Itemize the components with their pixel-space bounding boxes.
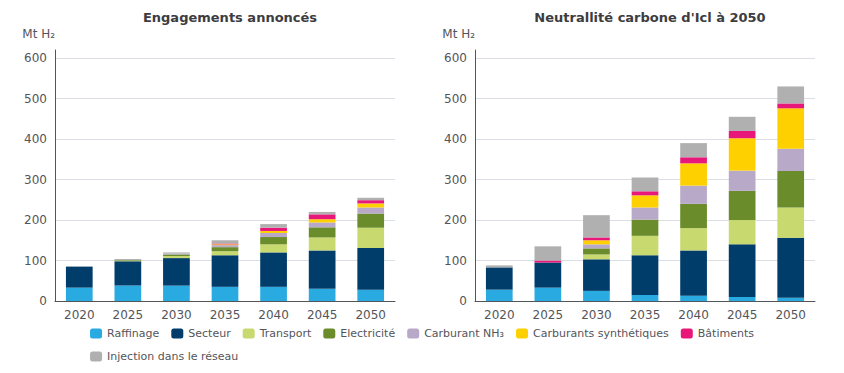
svg-text:Carburants synthétiques: Carburants synthétiques bbox=[533, 327, 669, 340]
svg-text:100: 100 bbox=[444, 254, 467, 268]
svg-text:2025: 2025 bbox=[533, 308, 564, 322]
svg-text:2030: 2030 bbox=[581, 308, 612, 322]
svg-text:600: 600 bbox=[24, 51, 47, 65]
svg-text:400: 400 bbox=[24, 132, 47, 146]
svg-text:Bâtiments: Bâtiments bbox=[698, 327, 754, 340]
svg-text:Injection dans le réseau: Injection dans le réseau bbox=[107, 350, 238, 363]
svg-text:600: 600 bbox=[444, 51, 467, 65]
svg-text:Neutrallité carbone d'Icl à 20: Neutrallité carbone d'Icl à 2050 bbox=[534, 10, 765, 25]
svg-text:100: 100 bbox=[24, 254, 47, 268]
svg-text:2020: 2020 bbox=[64, 308, 95, 322]
svg-text:Transport: Transport bbox=[259, 327, 312, 340]
svg-text:2045: 2045 bbox=[307, 308, 338, 322]
svg-text:Secteur: Secteur bbox=[188, 327, 231, 340]
svg-text:Carburant NH₃: Carburant NH₃ bbox=[424, 327, 504, 340]
svg-text:2030: 2030 bbox=[161, 308, 192, 322]
svg-text:2050: 2050 bbox=[355, 308, 386, 322]
svg-text:300: 300 bbox=[444, 173, 467, 187]
svg-text:2045: 2045 bbox=[727, 308, 758, 322]
svg-text:2025: 2025 bbox=[113, 308, 144, 322]
svg-text:Mt H₂: Mt H₂ bbox=[442, 27, 475, 41]
svg-text:0: 0 bbox=[39, 294, 47, 308]
svg-text:2020: 2020 bbox=[484, 308, 515, 322]
svg-text:Electricité: Electricité bbox=[340, 327, 395, 340]
svg-text:2050: 2050 bbox=[775, 308, 806, 322]
svg-text:400: 400 bbox=[444, 132, 467, 146]
svg-text:200: 200 bbox=[24, 213, 47, 227]
svg-text:Raffinage: Raffinage bbox=[107, 327, 159, 340]
svg-text:0: 0 bbox=[459, 294, 467, 308]
svg-text:500: 500 bbox=[24, 92, 47, 106]
svg-text:2040: 2040 bbox=[258, 308, 289, 322]
svg-text:200: 200 bbox=[444, 213, 467, 227]
svg-text:500: 500 bbox=[444, 92, 467, 106]
svg-text:2040: 2040 bbox=[678, 308, 709, 322]
svg-text:Mt H₂: Mt H₂ bbox=[22, 27, 55, 41]
svg-text:2035: 2035 bbox=[630, 308, 661, 322]
svg-text:2035: 2035 bbox=[210, 308, 241, 322]
svg-text:300: 300 bbox=[24, 173, 47, 187]
svg-text:Engagements annoncés: Engagements annoncés bbox=[143, 10, 317, 25]
